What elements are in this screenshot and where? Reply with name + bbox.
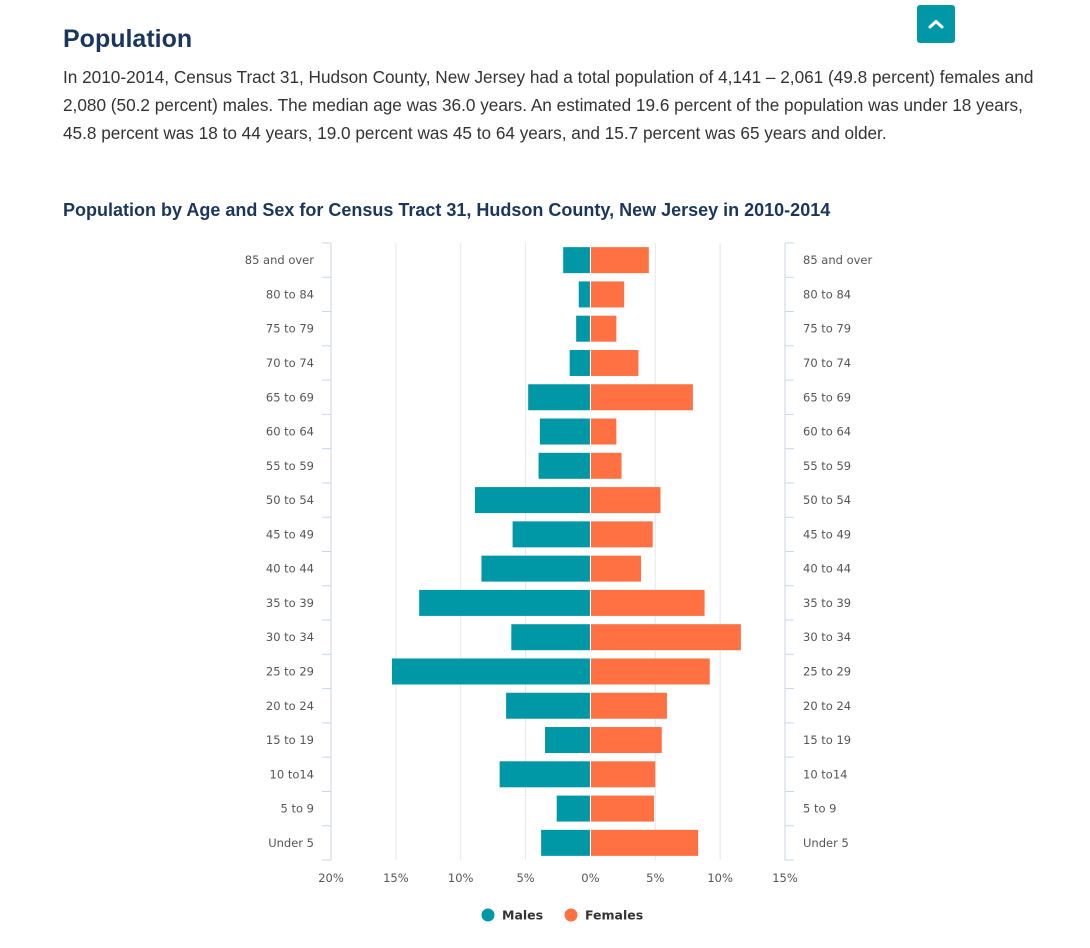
y-tick-label-left: 40 to 44 xyxy=(266,562,314,576)
bar-females xyxy=(590,487,661,514)
bar-females xyxy=(590,452,622,479)
bar-females xyxy=(590,692,667,719)
y-tick-label-left: 50 to 54 xyxy=(266,493,314,507)
y-tick-label-right: 15 to 19 xyxy=(803,733,851,747)
x-tick-label: 15% xyxy=(772,871,798,885)
bar-males xyxy=(481,555,591,582)
bar-males xyxy=(419,589,591,616)
y-tick-label-left: 65 to 69 xyxy=(266,390,314,404)
bar-males xyxy=(474,487,591,514)
y-tick-label-right: 5 to 9 xyxy=(803,802,837,816)
y-tick-label-right: 60 to 64 xyxy=(803,425,851,439)
bar-males xyxy=(576,315,591,342)
y-tick-label-left: 75 to 79 xyxy=(266,322,314,336)
bar-females xyxy=(590,589,705,616)
bar-males xyxy=(506,692,591,719)
bar-females xyxy=(590,384,693,411)
bar-males xyxy=(538,452,591,479)
bar-males xyxy=(539,418,591,445)
bar-females xyxy=(590,521,653,548)
bar-females xyxy=(590,281,625,308)
x-tick-label: 5% xyxy=(516,871,534,885)
y-tick-label-right: 75 to 79 xyxy=(803,322,851,336)
y-tick-label-left: 70 to 74 xyxy=(266,356,314,370)
x-tick-label: 10% xyxy=(448,871,474,885)
y-tick-label-left: 80 to 84 xyxy=(266,287,314,301)
y-tick-label-right: 85 and over xyxy=(803,253,872,267)
y-tick-label-left: 60 to 64 xyxy=(266,425,314,439)
legend-marker xyxy=(564,908,578,922)
y-tick-label-right: 50 to 54 xyxy=(803,493,851,507)
bar-males xyxy=(528,384,591,411)
bar-males xyxy=(545,727,591,754)
y-tick-label-left: 20 to 24 xyxy=(266,699,314,713)
y-tick-label-left: 15 to 19 xyxy=(266,733,314,747)
y-tick-label-right: 25 to 29 xyxy=(803,664,851,678)
bar-males xyxy=(541,829,591,856)
y-tick-label-right: 65 to 69 xyxy=(803,390,851,404)
y-tick-label-left: 5 to 9 xyxy=(281,802,315,816)
y-tick-label-left: 35 to 39 xyxy=(266,596,314,610)
y-tick-label-right: 55 to 59 xyxy=(803,459,851,473)
scroll-to-top-button[interactable] xyxy=(917,5,955,43)
y-tick-label-left: 55 to 59 xyxy=(266,459,314,473)
bar-females xyxy=(590,658,710,685)
legend-marker xyxy=(481,908,495,922)
x-tick-label: 20% xyxy=(318,871,344,885)
bar-females xyxy=(590,829,699,856)
y-tick-label-right: 30 to 34 xyxy=(803,630,851,644)
x-tick-label: 10% xyxy=(707,871,733,885)
y-tick-label-left: 25 to 29 xyxy=(266,664,314,678)
bar-females xyxy=(590,247,649,274)
legend-label: Males xyxy=(502,908,543,923)
y-tick-label-left: 30 to 34 xyxy=(266,630,314,644)
bar-males xyxy=(512,521,591,548)
bar-males xyxy=(556,795,591,822)
section-title: Population xyxy=(63,25,193,53)
x-tick-label: 15% xyxy=(383,871,409,885)
y-tick-label-left: 85 and over xyxy=(245,253,314,267)
bar-males xyxy=(563,247,591,274)
y-tick-label-right: Under 5 xyxy=(803,836,849,850)
bar-males xyxy=(569,349,591,376)
y-tick-label-right: 40 to 44 xyxy=(803,562,851,576)
bar-females xyxy=(590,624,741,651)
y-tick-label-left: Under 5 xyxy=(268,836,314,850)
x-tick-label: 0% xyxy=(581,871,599,885)
y-tick-label-right: 80 to 84 xyxy=(803,287,851,301)
y-tick-label-right: 10 to14 xyxy=(803,767,847,781)
x-tick-label: 5% xyxy=(646,871,664,885)
population-summary: In 2010-2014, Census Tract 31, Hudson Co… xyxy=(63,67,1034,143)
bar-females xyxy=(590,555,642,582)
legend-label: Females xyxy=(585,908,643,923)
bar-males xyxy=(511,624,591,651)
bar-males xyxy=(578,281,591,308)
bar-males xyxy=(499,761,591,788)
chevron-up-icon xyxy=(928,20,944,29)
chart-title: Population by Age and Sex for Census Tra… xyxy=(63,200,831,220)
bar-males xyxy=(391,658,591,685)
y-tick-label-right: 35 to 39 xyxy=(803,596,851,610)
bar-females xyxy=(590,349,639,376)
y-tick-label-right: 20 to 24 xyxy=(803,699,851,713)
bar-females xyxy=(590,761,656,788)
bar-females xyxy=(590,315,617,342)
y-tick-label-left: 45 to 49 xyxy=(266,527,314,541)
y-tick-label-right: 70 to 74 xyxy=(803,356,851,370)
y-tick-label-left: 10 to14 xyxy=(270,767,314,781)
y-tick-label-right: 45 to 49 xyxy=(803,527,851,541)
bar-females xyxy=(590,727,662,754)
bar-females xyxy=(590,795,654,822)
bar-females xyxy=(590,418,617,445)
